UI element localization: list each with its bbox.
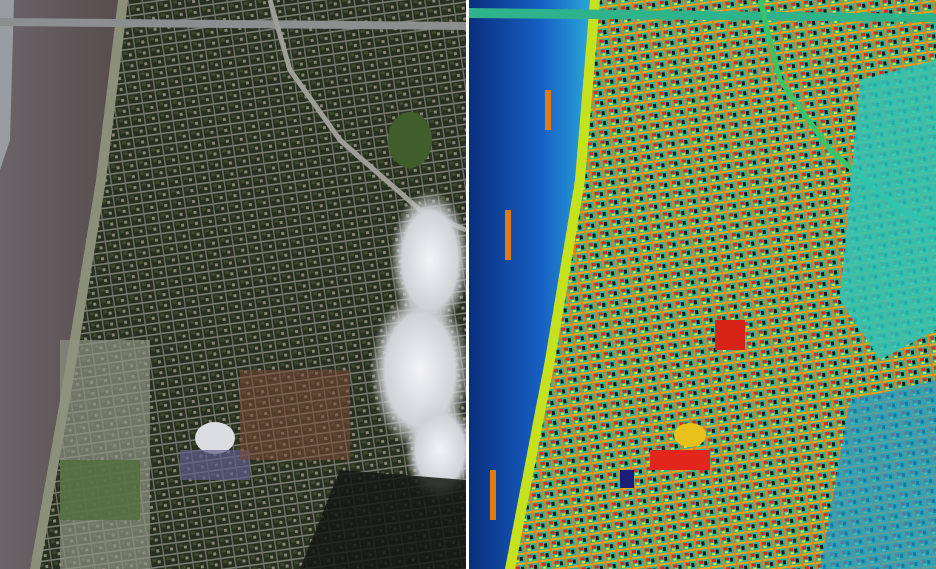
divider [466,0,469,569]
campus [240,370,350,460]
shoreline [505,0,600,569]
wharf [0,0,14,170]
barge [505,210,511,260]
stadium [674,423,706,447]
hot-roof [715,320,745,350]
river [0,0,118,569]
fields [60,460,140,520]
bridge [469,8,936,22]
barge [545,90,551,130]
river [469,0,590,569]
thermal-image [469,0,936,569]
aerial-photo [0,0,466,569]
cloud [405,400,466,500]
levee [30,0,128,569]
cool-roof [620,470,634,488]
industrial-area [60,340,150,569]
bridge [0,18,466,30]
stadium [195,422,235,454]
parking [180,450,250,480]
barge [490,470,496,520]
park [388,112,432,168]
hot-roof [650,450,710,470]
cool-area [820,380,936,569]
shadow [300,470,466,569]
cool-area [840,60,936,360]
